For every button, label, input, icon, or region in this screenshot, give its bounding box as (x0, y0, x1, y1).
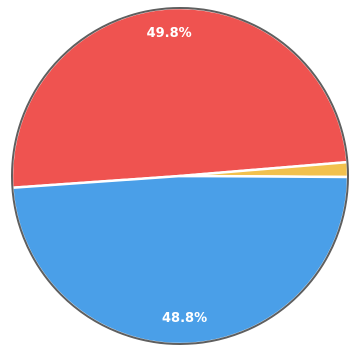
slice-label-1: 49.8% (147, 26, 192, 41)
slice-labels: 49.8% 48.8% (147, 26, 208, 326)
slice-label-3: 48.8% (162, 311, 207, 326)
pie-slices (10, 6, 350, 346)
pie-outline (11, 7, 349, 345)
